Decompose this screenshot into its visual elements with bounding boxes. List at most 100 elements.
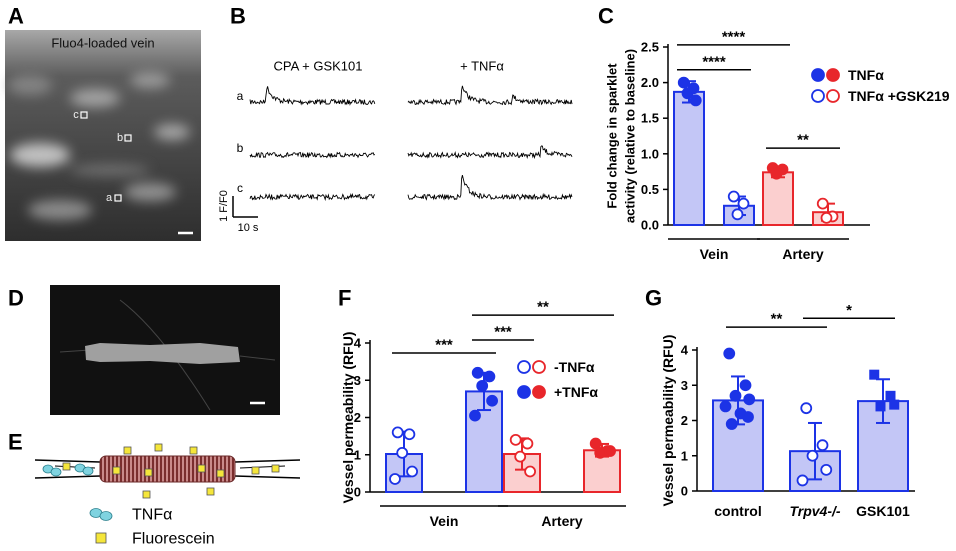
roi-label: c <box>73 109 79 121</box>
significance-label: *** <box>435 337 453 354</box>
y-tick-label: 4 <box>354 336 362 351</box>
y-axis-label: activity (relative to baseline) <box>623 49 638 223</box>
panel-letter: C <box>598 4 614 29</box>
trace-label: c <box>237 181 243 195</box>
y-tick-label: 2.5 <box>641 40 659 55</box>
trace <box>407 145 573 160</box>
significance-label: ** <box>771 311 783 328</box>
data-point <box>816 197 829 210</box>
data-point <box>869 369 880 380</box>
legend-marker <box>826 68 840 82</box>
y-tick-label: 4 <box>681 343 689 358</box>
condition-label: CPA + GSK101 <box>273 59 362 74</box>
data-point <box>719 400 732 413</box>
data-point <box>739 379 752 392</box>
trace-label: b <box>237 141 244 155</box>
data-point <box>476 379 489 392</box>
legend-marker <box>811 68 825 82</box>
vessel-diagram <box>34 443 301 544</box>
bar <box>673 90 705 226</box>
data-point <box>729 389 742 402</box>
legend-marker <box>811 89 825 103</box>
legend-marker <box>532 385 546 399</box>
data-point <box>727 190 740 203</box>
legend-marker <box>517 385 531 399</box>
data-point <box>875 401 886 412</box>
data-point <box>796 474 809 487</box>
y-tick-label: 1 <box>354 447 361 462</box>
data-point <box>391 426 404 439</box>
y-tick-label: 1.0 <box>641 146 659 161</box>
data-point <box>885 390 896 401</box>
data-point <box>742 411 754 423</box>
group-label: Vein <box>430 513 459 529</box>
data-point <box>524 465 536 478</box>
group-label: Vein <box>700 246 729 262</box>
vessel-image <box>50 285 280 415</box>
data-point <box>483 370 496 383</box>
y-axis-label: Vessel permeability (RFU) <box>660 335 676 507</box>
data-point <box>677 76 690 89</box>
legend-label: TNFα <box>132 507 172 524</box>
significance-label: ** <box>797 132 809 149</box>
data-point <box>509 433 522 446</box>
y-tick-label: 2 <box>354 410 361 425</box>
scale-label: 1 F/F0 <box>218 190 230 222</box>
y-tick-label: 1 <box>681 448 688 463</box>
bar <box>762 171 794 226</box>
data-point <box>816 439 829 452</box>
y-tick-label: 0 <box>354 485 361 500</box>
data-point <box>681 87 694 100</box>
legend-marker <box>826 89 840 103</box>
trace <box>249 86 376 106</box>
data-point <box>889 399 900 410</box>
y-axis-label: Fold change in sparklet <box>605 63 620 209</box>
data-point <box>589 437 602 450</box>
legend-label: +TNFα <box>554 384 598 400</box>
data-point <box>471 366 484 379</box>
data-point <box>800 402 813 415</box>
data-point <box>521 437 534 450</box>
data-point <box>604 445 616 457</box>
significance-label: * <box>846 302 852 319</box>
significance-label: **** <box>722 28 746 45</box>
data-point <box>403 428 416 441</box>
y-tick-label: 3 <box>354 373 361 388</box>
data-point <box>406 465 419 478</box>
panel-letter: E <box>8 430 23 455</box>
y-tick-label: 0 <box>681 484 688 499</box>
scale-label: 10 s <box>238 222 259 234</box>
legend-marker <box>532 360 546 374</box>
traces <box>249 85 573 202</box>
x-tick-label: Trpv4-/- <box>789 503 840 519</box>
legend-label: Fluorescein <box>132 531 215 548</box>
significance-label: ** <box>537 299 549 316</box>
trace <box>249 151 376 159</box>
data-point <box>806 449 819 462</box>
panel-letter: D <box>8 286 24 311</box>
y-tick-label: 3 <box>681 378 688 393</box>
data-point <box>725 418 738 430</box>
trace <box>407 174 573 201</box>
data-point <box>514 450 527 463</box>
data-point <box>743 393 756 406</box>
x-tick-label: control <box>714 503 761 519</box>
data-point <box>396 446 409 459</box>
y-tick-label: 0.0 <box>641 218 659 233</box>
group-label: Artery <box>541 513 582 529</box>
roi-label: a <box>106 192 113 204</box>
data-point <box>389 473 401 485</box>
y-tick-label: 0.5 <box>641 182 659 197</box>
trace <box>407 85 573 106</box>
trace <box>249 192 376 202</box>
legend-label: -TNFα <box>554 359 595 375</box>
legend-label: TNFα +GSK219 <box>848 88 950 104</box>
data-point <box>737 197 750 210</box>
panel-letter: B <box>230 4 246 29</box>
data-point <box>594 446 607 459</box>
roi-label: b <box>117 132 123 144</box>
legend-label: TNFα <box>848 67 884 83</box>
data-point <box>486 394 499 407</box>
data-point <box>820 463 833 476</box>
